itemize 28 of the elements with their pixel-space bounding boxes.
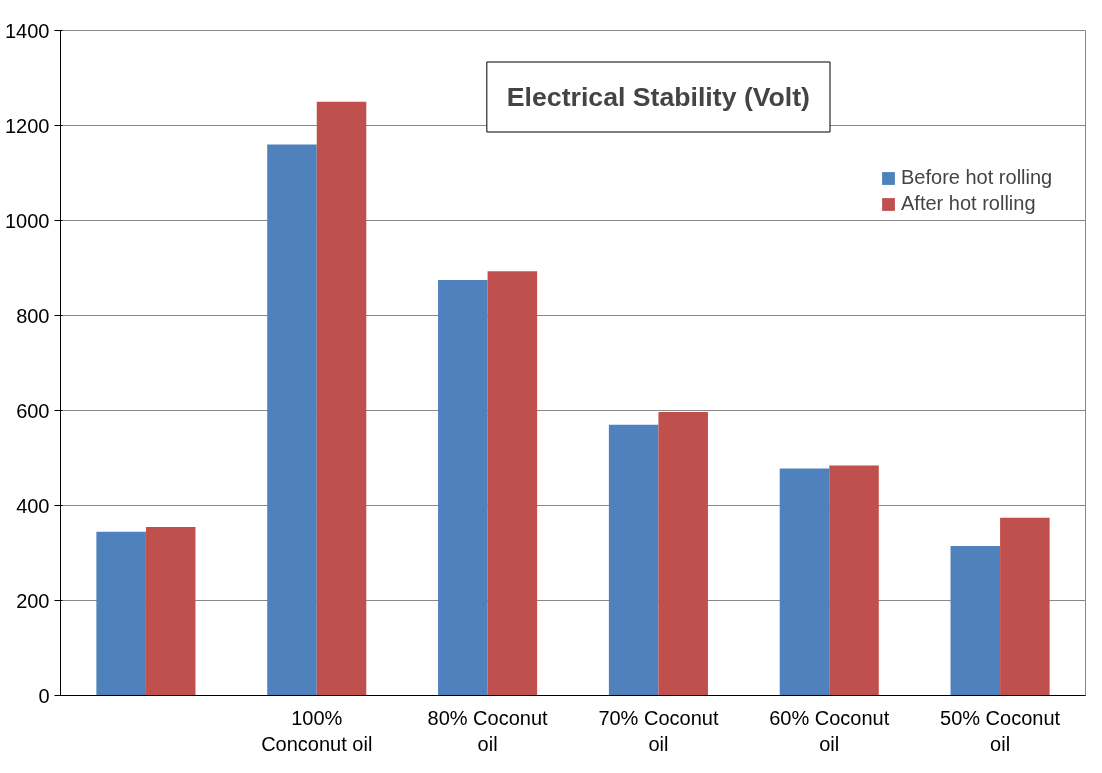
bar	[829, 465, 879, 696]
y-tick-label: 400	[16, 494, 50, 517]
y-tick-label: 0	[38, 684, 50, 707]
x-tick-label: 70% Coconut oil	[598, 706, 719, 755]
y-tick-label: 800	[16, 304, 50, 327]
y-tick-label: 200	[16, 589, 50, 612]
y-tick-label: 1200	[5, 114, 50, 137]
bar	[96, 531, 146, 696]
x-tick-label: 80% Coconut oil	[427, 706, 549, 755]
legend-label: After hot rolling	[901, 192, 1036, 215]
bar	[608, 424, 659, 696]
bar	[779, 468, 830, 696]
bar	[438, 279, 488, 696]
bar	[487, 271, 538, 696]
legend-label: Before hot rolling	[901, 166, 1053, 189]
x-tick-label: 50% Coconut oil	[940, 706, 1061, 755]
bar	[267, 144, 317, 696]
y-tick-label: 600	[16, 399, 50, 422]
y-tick-label: 1400	[5, 19, 50, 42]
y-tick-label: 1000	[5, 209, 50, 232]
bar	[145, 526, 196, 696]
x-tick-label: 100% Conconut oil	[261, 706, 373, 755]
x-tick-label: 60% Coconut oil	[769, 706, 890, 755]
bar	[1000, 517, 1050, 696]
bar	[658, 411, 708, 696]
bar	[316, 101, 367, 696]
text: Electrical Stability (Volt)	[506, 82, 811, 112]
bar	[950, 545, 1001, 696]
